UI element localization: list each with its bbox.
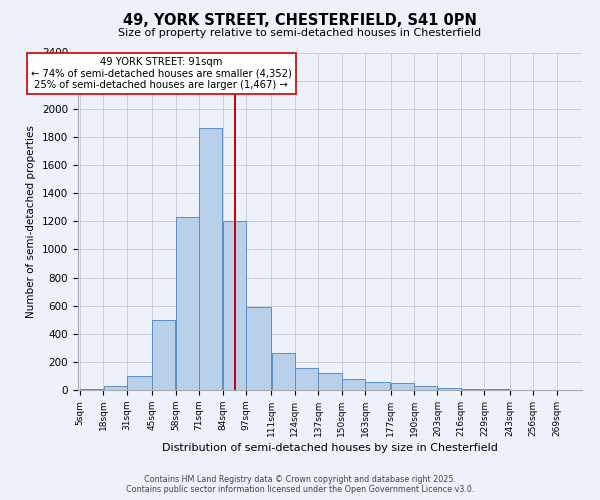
Bar xyxy=(365,382,390,390)
Bar xyxy=(127,376,152,390)
Bar xyxy=(342,379,365,390)
Bar xyxy=(223,221,246,390)
Bar xyxy=(438,388,461,390)
Bar xyxy=(272,354,295,390)
Bar xyxy=(152,320,175,390)
Text: Size of property relative to semi-detached houses in Chesterfield: Size of property relative to semi-detach… xyxy=(118,28,482,38)
Bar xyxy=(104,386,127,390)
Bar xyxy=(461,389,484,390)
Bar xyxy=(176,217,199,390)
X-axis label: Distribution of semi-detached houses by size in Chesterfield: Distribution of semi-detached houses by … xyxy=(162,443,498,453)
Bar xyxy=(246,307,271,390)
Bar xyxy=(199,128,222,390)
Text: 49 YORK STREET: 91sqm
← 74% of semi-detached houses are smaller (4,352)
25% of s: 49 YORK STREET: 91sqm ← 74% of semi-deta… xyxy=(31,56,292,90)
Text: Contains HM Land Registry data © Crown copyright and database right 2025.
Contai: Contains HM Land Registry data © Crown c… xyxy=(126,474,474,494)
Bar xyxy=(391,383,414,390)
Bar xyxy=(295,368,318,390)
Text: 49, YORK STREET, CHESTERFIELD, S41 0PN: 49, YORK STREET, CHESTERFIELD, S41 0PN xyxy=(123,13,477,28)
Bar xyxy=(319,373,341,390)
Y-axis label: Number of semi-detached properties: Number of semi-detached properties xyxy=(26,125,37,318)
Bar xyxy=(414,386,437,390)
